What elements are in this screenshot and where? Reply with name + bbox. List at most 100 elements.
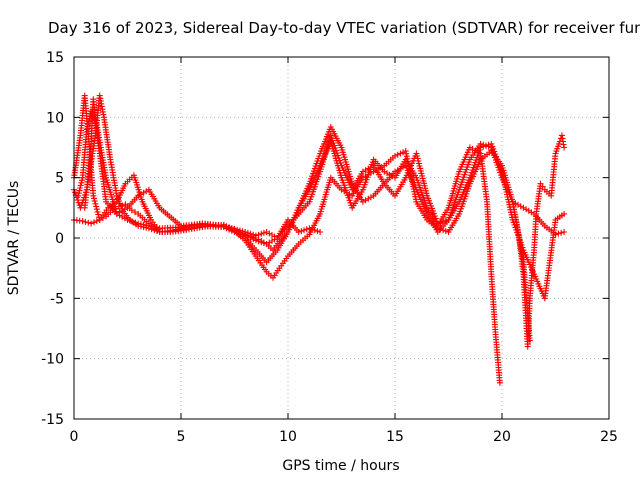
data-point bbox=[132, 209, 138, 216]
data-point bbox=[407, 170, 414, 177]
data-point bbox=[561, 229, 568, 235]
data-point bbox=[83, 126, 90, 133]
x-tick-label: 0 bbox=[70, 429, 79, 445]
data-point bbox=[314, 228, 321, 235]
data-point bbox=[480, 143, 487, 150]
data-point bbox=[409, 178, 416, 185]
data-point bbox=[91, 198, 98, 205]
data-point bbox=[242, 231, 249, 238]
data-point bbox=[502, 186, 509, 193]
data-point bbox=[77, 182, 84, 189]
data-point bbox=[309, 191, 316, 198]
data-point bbox=[499, 168, 505, 175]
y-axis-label: SDTVAR / TECUs bbox=[6, 181, 22, 296]
x-axis-label: GPS time / hours bbox=[282, 458, 399, 474]
x-tick-label: 20 bbox=[493, 429, 511, 445]
data-point bbox=[437, 226, 444, 233]
data-point bbox=[440, 227, 447, 234]
data-point bbox=[266, 230, 273, 237]
data-point bbox=[143, 222, 150, 229]
data-point bbox=[394, 151, 401, 158]
data-point bbox=[467, 172, 474, 179]
data-point bbox=[93, 203, 100, 210]
y-tick-label: -5 bbox=[50, 291, 64, 307]
data-point bbox=[561, 144, 568, 151]
chart-title: Day 316 of 2023, Sidereal Day-to-day VTE… bbox=[48, 19, 640, 37]
data-point bbox=[93, 218, 100, 225]
data-point bbox=[128, 207, 135, 214]
data-point bbox=[118, 203, 125, 210]
x-tick-label: 5 bbox=[177, 429, 186, 445]
data-point bbox=[84, 123, 91, 130]
data-point bbox=[491, 148, 498, 155]
data-point bbox=[75, 190, 82, 197]
data-point bbox=[127, 217, 134, 224]
ticks-layer: 0 5 10 15 20 25 -15 -10 -5 0 5 10 15 bbox=[41, 50, 618, 445]
data-point bbox=[400, 149, 406, 156]
y-tick-label: -10 bbox=[41, 352, 64, 368]
data-point bbox=[258, 230, 265, 237]
data-point bbox=[504, 194, 511, 200]
data-point bbox=[244, 232, 251, 239]
x-tick-label: 10 bbox=[279, 429, 297, 445]
data-point bbox=[85, 121, 92, 128]
data-point bbox=[477, 144, 484, 151]
data-point bbox=[88, 220, 95, 227]
x-tick-label: 25 bbox=[600, 429, 618, 445]
data-point bbox=[250, 234, 257, 241]
data-point bbox=[496, 379, 503, 386]
data-point bbox=[76, 187, 83, 194]
data-point bbox=[561, 210, 568, 217]
data-point bbox=[145, 222, 152, 229]
data-point bbox=[148, 223, 155, 230]
data-point bbox=[92, 200, 99, 207]
data-point bbox=[94, 208, 101, 215]
data-point bbox=[263, 229, 270, 235]
data-point bbox=[520, 204, 527, 211]
data-point bbox=[77, 185, 84, 191]
data-marks-layer bbox=[71, 92, 568, 386]
data-point bbox=[410, 186, 417, 193]
y-tick-label: 5 bbox=[55, 171, 64, 187]
data-point bbox=[412, 193, 419, 200]
data-point bbox=[79, 218, 86, 225]
data-point bbox=[71, 189, 78, 196]
y-tick-label: 0 bbox=[55, 231, 64, 247]
data-point bbox=[560, 141, 567, 148]
data-point bbox=[247, 233, 254, 240]
y-tick-label: 10 bbox=[46, 110, 64, 126]
data-point bbox=[427, 200, 433, 207]
data-point bbox=[78, 177, 85, 184]
data-point bbox=[303, 226, 310, 233]
data-point bbox=[440, 218, 447, 225]
data-point bbox=[517, 203, 524, 210]
data-point bbox=[129, 218, 136, 225]
data-point bbox=[430, 210, 437, 217]
data-point bbox=[260, 229, 267, 236]
y-tick-label: -15 bbox=[41, 412, 64, 428]
data-point bbox=[90, 192, 97, 199]
data-point bbox=[311, 227, 318, 234]
data-point bbox=[140, 221, 147, 228]
data-point bbox=[306, 225, 313, 232]
grid-layer bbox=[74, 57, 609, 419]
data-point bbox=[461, 171, 468, 178]
data-point bbox=[485, 141, 492, 148]
data-point bbox=[362, 197, 369, 204]
data-point bbox=[334, 152, 341, 159]
data-point bbox=[86, 116, 93, 123]
data-point bbox=[91, 219, 97, 226]
x-tick-label: 15 bbox=[386, 429, 404, 445]
data-point bbox=[153, 224, 160, 231]
data-point bbox=[437, 219, 444, 226]
data-point bbox=[75, 192, 82, 199]
data-point bbox=[151, 224, 158, 231]
data-point bbox=[315, 173, 322, 180]
data-point bbox=[523, 206, 530, 213]
data-point bbox=[317, 229, 324, 235]
data-point bbox=[558, 132, 565, 139]
data-point bbox=[555, 230, 562, 237]
data-point bbox=[91, 195, 97, 202]
data-point bbox=[295, 229, 302, 235]
